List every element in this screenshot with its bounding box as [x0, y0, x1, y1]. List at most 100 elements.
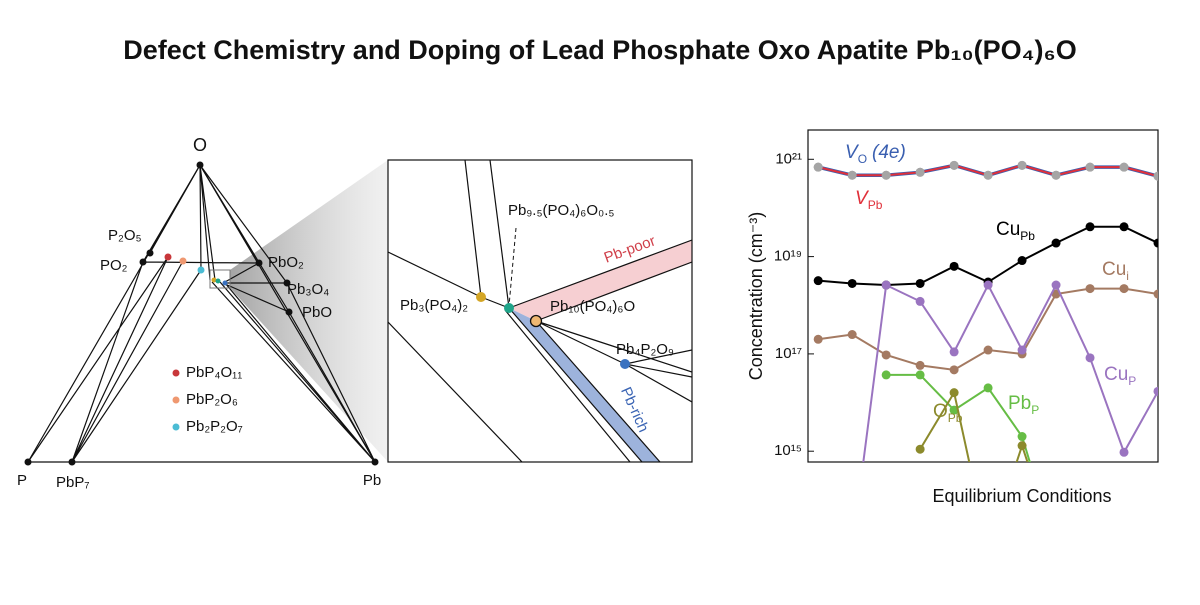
data-point [1153, 386, 1158, 396]
phase-label: PbP₇ [56, 474, 90, 491]
series-label-part: O [858, 152, 867, 166]
data-point [813, 334, 823, 344]
data-point [915, 278, 925, 288]
data-point [1052, 544, 1061, 553]
data-point [1017, 345, 1027, 355]
phase-label: PbO [302, 304, 332, 321]
data-point [1017, 160, 1027, 170]
y-tick-label: 10²¹ [775, 150, 802, 167]
phase-label: Pb₉.₅(PO₄)₆O₀.₅ [508, 202, 614, 219]
data-point [984, 544, 993, 553]
data-point [1017, 441, 1027, 451]
data-point [949, 347, 959, 357]
data-point [1153, 171, 1158, 181]
data-point [881, 280, 891, 290]
data-point [949, 365, 959, 375]
series-label-part: Cu [996, 219, 1020, 240]
data-point [1051, 280, 1061, 290]
series-label-part: O [933, 401, 948, 422]
data-point [847, 278, 857, 288]
phase-point [215, 278, 221, 284]
data-point [915, 167, 925, 177]
series-label-part: P [1128, 374, 1136, 388]
legend-swatch [172, 369, 180, 377]
series-label: PbP [1008, 393, 1039, 417]
series-label-part: Cu [1102, 259, 1126, 280]
data-point [1051, 238, 1061, 248]
data-point [1085, 222, 1095, 232]
phase-label: P₂O₅ [108, 227, 142, 244]
zoom-clip [388, 160, 692, 462]
data-point [881, 350, 891, 360]
tie-lines [27, 164, 376, 463]
zoom-box-marker [209, 269, 231, 289]
phase-point [197, 266, 205, 274]
y-tick-label: 10¹⁷ [775, 345, 802, 362]
phase-points [24, 161, 379, 466]
phase-label: PO₂ [100, 257, 128, 274]
phase-point [476, 292, 486, 302]
figure-title: Defect Chemistry and Doping of Lead Phos… [123, 35, 1077, 65]
data-point [1017, 256, 1027, 266]
phase-triangle: O P Pb P₂O₅ PO₂ PbO₂ Pb₃O₄ PbO PbP₇ PbP₄… [17, 135, 388, 491]
legend-label: PbP₄O₁₁ [186, 364, 242, 381]
y-tick-label: 10¹⁹ [774, 248, 802, 265]
data-point [1052, 544, 1061, 553]
data-point [983, 280, 993, 290]
data-point [949, 405, 959, 415]
data-point [1051, 170, 1061, 180]
data-point [1153, 289, 1158, 299]
data-point [915, 296, 925, 306]
legend-label: Pb₂P₂O₇ [186, 418, 243, 435]
phase-point [179, 257, 187, 265]
phase-point [504, 303, 514, 313]
phase-point [222, 280, 228, 286]
series-label-part: Pb [868, 198, 883, 212]
legend-swatch [172, 423, 180, 431]
series-line [919, 389, 1029, 462]
data-point [915, 360, 925, 370]
pointer [508, 227, 517, 307]
series-line [818, 287, 1158, 371]
data-point [881, 370, 891, 380]
data-point [1085, 162, 1095, 172]
vertex-label: Pb [363, 472, 381, 489]
zoom-frame [387, 159, 693, 463]
series-label: Cui [1102, 259, 1129, 283]
data-point [1119, 222, 1129, 232]
data-point [1085, 353, 1095, 363]
data-point [847, 330, 857, 340]
data-point [1119, 284, 1129, 294]
region-band [509, 308, 660, 462]
series-label: CuP [1104, 364, 1136, 388]
phase-label: Pb₄P₂O₉ [616, 341, 674, 358]
data-point [1085, 284, 1095, 294]
series-label-part: i [1126, 269, 1129, 283]
x-axis-label: Equilibrium Conditions [932, 486, 1111, 506]
series-label: VO (4e) [845, 142, 906, 166]
phase-label: Pb₁₀(PO₄)₆O [550, 298, 635, 315]
series-line [886, 373, 1031, 462]
data-point [847, 170, 857, 180]
series-label-part: V [855, 188, 870, 209]
y-tick-label: 10¹⁵ [774, 442, 802, 459]
data-point [949, 261, 959, 271]
phase-point [620, 359, 630, 369]
series-label-part: Cu [1104, 364, 1128, 385]
phase-point [164, 253, 172, 261]
data-point [813, 162, 823, 172]
phase-label: PbO₂ [268, 254, 304, 271]
phase-label: Pb₃O₄ [287, 281, 329, 298]
series-label-part: P [1031, 403, 1039, 417]
data-point [1119, 162, 1129, 172]
series-label: CuPb [996, 219, 1035, 243]
y-axis-label: Concentration (cm⁻³) [746, 212, 766, 381]
phase-point [529, 314, 543, 328]
zoom-lines [388, 160, 692, 462]
data-point [915, 444, 925, 454]
vertex-label: O [193, 135, 207, 155]
zoom-wedge [230, 160, 388, 462]
series-line [862, 282, 1158, 462]
data-point [881, 170, 891, 180]
